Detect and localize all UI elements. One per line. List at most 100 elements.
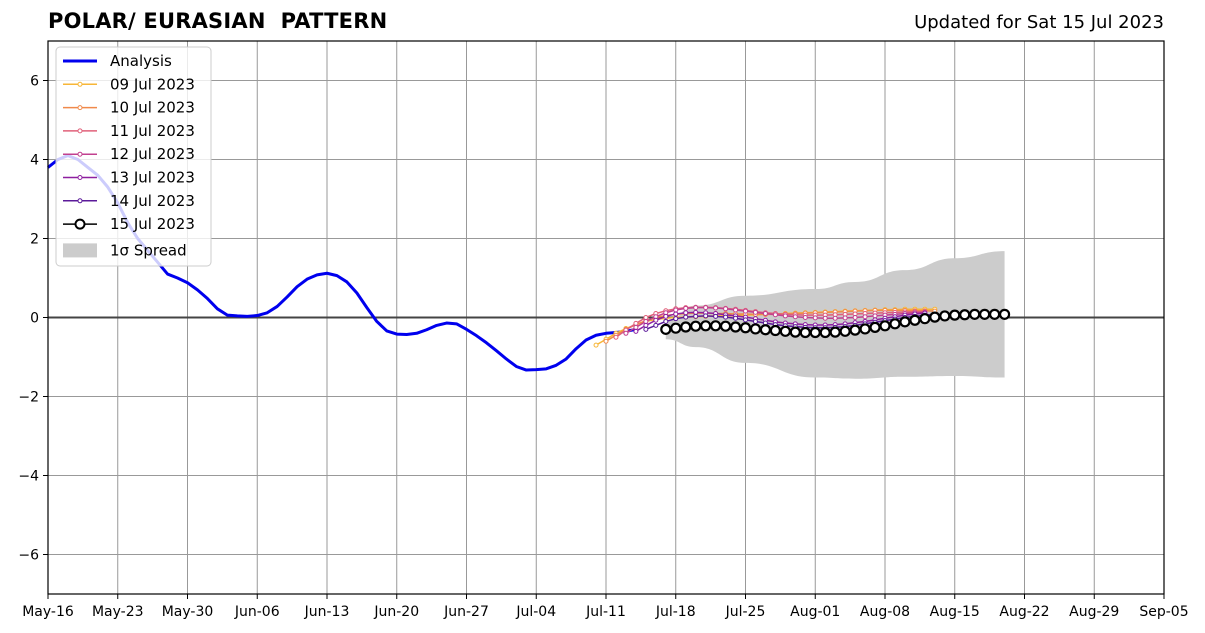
data-point [762,311,768,317]
data-point [749,323,762,335]
y-tick-label: 4 [30,153,39,169]
legend-label: 1σ Spread [110,241,187,259]
legend-label: 14 Jul 2023 [110,192,195,210]
y-tick-label: −2 [18,390,39,406]
legend-entry: 13 Jul 2023 [63,169,195,187]
legend-swatch [63,243,97,258]
data-point [693,305,699,311]
data-point [703,305,709,311]
x-tick-label: Aug-22 [999,604,1049,620]
legend-label: 15 Jul 2023 [110,215,195,233]
data-point [733,315,739,321]
legend-entry: 1σ Spread [63,241,187,259]
x-tick-label: Jul-18 [655,604,696,620]
data-point [683,305,689,311]
data-point [998,308,1011,320]
plot-frame [47,40,1165,595]
data-point [832,315,838,321]
series-12-jul-2023 [623,305,928,336]
data-point [789,326,801,338]
data-point [822,315,828,321]
legend-marker [77,175,83,180]
y-tick-label: −6 [18,548,39,564]
data-point [752,309,758,315]
data-point [949,309,961,321]
data-point [743,317,748,323]
data-point [802,315,808,320]
data-point [723,314,729,320]
data-point [633,320,639,326]
data-point [939,310,951,322]
legend-entry: 10 Jul 2023 [63,99,195,117]
data-point [969,308,981,320]
axes-frame [43,40,1165,599]
data-point [680,321,692,333]
legend-entry: Analysis [63,52,172,70]
data-point [643,322,649,328]
legend-marker [74,218,86,230]
data-point [683,310,689,316]
x-tick-label: Jul-11 [585,604,626,620]
x-tick-label: Aug-15 [930,604,980,620]
x-tick-label: Aug-08 [860,604,910,620]
x-tick-label: May-16 [22,604,74,620]
data-point [979,308,991,320]
data-point [653,322,659,328]
legend-label: 13 Jul 2023 [110,169,195,187]
data-point [889,318,901,330]
data-point [829,326,841,338]
x-tick-label: Sep-05 [1139,604,1188,620]
data-point [743,308,748,314]
legend-entry: 12 Jul 2023 [63,145,195,163]
data-point [693,309,699,315]
data-point [660,323,672,335]
legend-box [55,46,212,267]
data-point [729,321,742,333]
data-point [862,314,868,320]
data-point [769,324,781,337]
data-point [643,318,649,324]
data-point [782,313,788,319]
x-tick-label: Aug-29 [1069,604,1119,620]
data-point [879,320,891,332]
data-point [613,334,619,340]
data-point [719,320,732,332]
x-tick-label: Jun-13 [304,604,350,620]
legend: Analysis 09 Jul 2023 10 Jul 2023 11 Jul 202… [55,46,212,267]
data-point [909,314,921,326]
y-tick-label: 2 [30,232,39,248]
data-point [700,320,712,332]
data-point [663,318,669,324]
y-tick-label: 6 [30,74,39,90]
data-point [959,309,971,321]
data-point [929,311,941,323]
data-point [713,313,719,319]
data-point [872,313,878,319]
data-point [752,318,758,324]
data-point [759,324,772,336]
data-point [839,325,851,337]
data-point [723,306,729,312]
series-15-jul-2023 [660,308,1011,339]
data-point [739,322,752,334]
x-tick-label: Jul-04 [515,604,556,620]
data-point [713,305,719,311]
data-point [633,328,639,334]
data-point [633,324,639,330]
data-point [710,320,722,332]
data-point [849,324,861,336]
legend-label: 09 Jul 2023 [110,75,195,93]
data-point [683,314,689,320]
legend-marker [77,105,83,111]
data-point [852,315,858,320]
data-point [989,308,1001,320]
data-point [792,314,798,320]
x-tick-label: Aug-01 [790,604,840,620]
tick-labels: May-16 May-23 May-30 Jun-06 Jun-13 Jun-20 Jun-… [18,74,1188,621]
data-point [603,338,609,344]
chart-title: POLAR/ EURASIAN PATTERN [48,9,388,33]
data-point [812,315,818,321]
x-tick-label: Jul-25 [725,604,766,620]
x-tick-label: Jun-27 [443,604,489,620]
y-tick-label: 0 [30,311,39,327]
